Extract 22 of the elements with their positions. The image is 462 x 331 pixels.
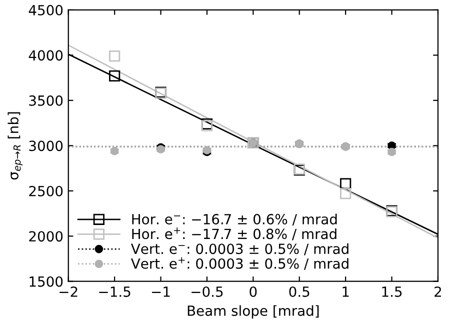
- x-tick-label: 1: [342, 286, 349, 297]
- x-tick-label: 0.5: [289, 286, 310, 297]
- x-tick-label: −1.5: [99, 286, 130, 297]
- legend-label: Vert. e$^{−}$: 0.0003 ± 0.5% / mrad: [130, 243, 348, 256]
- legend-label: Vert. e$^{+}$: 0.0003 ± 0.5% / mrad: [130, 257, 348, 270]
- y-axis-title: σ$_{ep→R}$ [nb]: [8, 112, 23, 180]
- y-tick-label: 4000: [28, 50, 63, 61]
- y-tick-label: 2500: [29, 186, 63, 196]
- x-axis-title: Beam slope [mrad]: [188, 305, 319, 319]
- x-tick-label: −2: [60, 286, 78, 297]
- y-tick-label: 2000: [29, 231, 63, 242]
- y-tick-label: 1500: [30, 276, 63, 287]
- x-tick-label: −0.5: [192, 286, 223, 297]
- x-tick-label: 1.5: [382, 286, 402, 297]
- y-tick-label: 3000: [29, 140, 63, 152]
- y-tick-label: 3500: [29, 95, 63, 106]
- y-tick-label: 4500: [28, 4, 63, 16]
- x-tick-label: 2: [434, 286, 442, 297]
- legend-label: Hor. e$^{+}$: −17.7 ± 0.8% / mrad: [132, 228, 336, 240]
- x-tick-label: −1: [152, 286, 170, 297]
- legend-label: Hor. e$^{−}$: −16.7 ± 0.6% / mrad: [132, 214, 337, 226]
- x-tick-label: 0: [250, 286, 257, 297]
